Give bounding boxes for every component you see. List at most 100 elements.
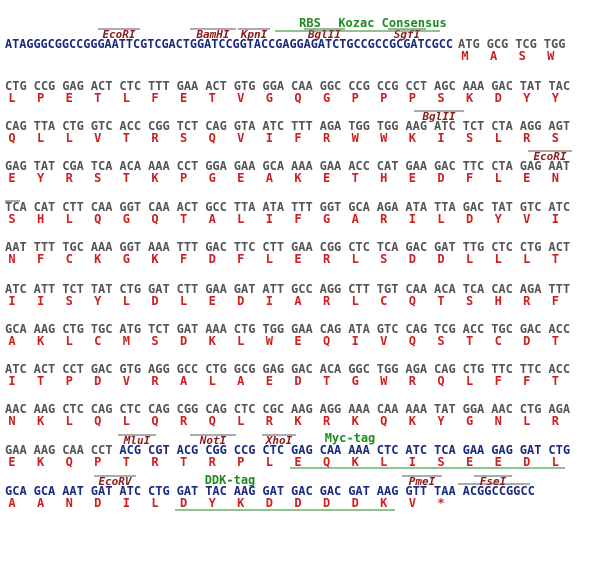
amino-acid: Q [409, 334, 416, 348]
codon: CTG [62, 119, 84, 133]
amino-acid: S [437, 455, 444, 469]
amino-acid: E [466, 455, 473, 469]
codon: AGA [405, 362, 427, 376]
amino-acid: D [495, 91, 502, 105]
amino-acid: K [409, 414, 417, 428]
amino-acid: S [519, 49, 526, 63]
codon: GAC [463, 200, 485, 214]
codon: TGG [377, 362, 399, 376]
codon: AAA [205, 322, 227, 336]
amino-acid: K [380, 496, 388, 510]
amino-acid: E [66, 91, 73, 105]
amino-acid: S [66, 294, 73, 308]
codon: GAA [177, 79, 199, 93]
amino-acid: R [552, 414, 560, 428]
codon: GGC [320, 79, 342, 93]
codon: CTC [119, 402, 141, 416]
amino-acid: D [523, 455, 530, 469]
amino-acid: F [151, 91, 158, 105]
codon: CAG [405, 322, 427, 336]
amino-acid: R [323, 131, 331, 145]
codon: GAC [434, 159, 456, 173]
amino-acid: T [352, 171, 359, 185]
amino-acid: S [380, 252, 387, 266]
codon: GAA [205, 282, 227, 296]
amino-acid: F [180, 252, 187, 266]
codon: GCG [487, 37, 509, 51]
amino-acid: L [466, 374, 473, 388]
amino-acid: Q [323, 455, 330, 469]
amino-acid: T [209, 91, 216, 105]
amino-acid: F [466, 171, 473, 185]
codon: ATC [405, 443, 427, 457]
amino-acid: S [552, 131, 559, 145]
amino-acid: L [237, 414, 244, 428]
amino-acid: L [123, 91, 130, 105]
amino-acid: D [94, 496, 101, 510]
amino-acid: L [437, 212, 444, 226]
amino-acid: P [409, 91, 416, 105]
amino-acid: S [151, 334, 158, 348]
codon: TTA [34, 119, 56, 133]
codon: GAT [262, 484, 284, 498]
amino-acid: H [380, 171, 387, 185]
amino-acid: A [8, 496, 16, 510]
codon: CGC [262, 402, 284, 416]
codon: CTG [62, 322, 84, 336]
codon: CAA [291, 79, 313, 93]
amino-acid: F [552, 294, 559, 308]
codon: ACG [119, 443, 141, 457]
codon: ATT [262, 282, 284, 296]
codon: GAT [234, 282, 256, 296]
amino-acid: L [495, 131, 502, 145]
codon: GAA [463, 443, 485, 457]
codon: GGT [320, 200, 342, 214]
codon: AAG [34, 322, 56, 336]
amino-acid: N [495, 414, 502, 428]
restriction-site: MluI [123, 434, 151, 447]
codon: TGT [377, 282, 399, 296]
amino-acid: Y [37, 171, 45, 185]
amino-acid: E [294, 252, 301, 266]
codon: CTT [62, 200, 84, 214]
amino-acid: A [8, 334, 16, 348]
amino-acid: T [552, 334, 559, 348]
codon: CTC [348, 240, 370, 254]
amino-acid: K [466, 91, 474, 105]
amino-acid: L [495, 252, 502, 266]
amino-acid: G [209, 171, 216, 185]
amino-acid: S [180, 131, 187, 145]
amino-acid: H [495, 294, 502, 308]
codon: CTT [177, 282, 199, 296]
amino-acid: Q [209, 131, 216, 145]
codon: ATT [34, 282, 56, 296]
amino-acid: D [294, 374, 301, 388]
amino-acid: I [266, 212, 273, 226]
codon: GAT [148, 282, 170, 296]
codon: CGG [205, 443, 227, 457]
amino-acid: T [123, 455, 130, 469]
codon: GAG [262, 362, 284, 376]
amino-acid: I [352, 334, 359, 348]
amino-acid: I [266, 131, 273, 145]
amino-acid: K [294, 414, 302, 428]
amino-acid: Q [380, 414, 387, 428]
codon: AGA [548, 402, 570, 416]
codon: TCA [463, 282, 485, 296]
amino-acid: L [66, 212, 73, 226]
amino-acid: P [237, 455, 244, 469]
amino-acid: K [151, 252, 159, 266]
amino-acid: K [352, 414, 360, 428]
amino-acid: D [409, 252, 416, 266]
codon: ACC [463, 322, 485, 336]
restriction-site: EcoRI [533, 150, 566, 163]
amino-acid: Q [151, 414, 158, 428]
amino-acid: T [552, 374, 559, 388]
codon: CTG [548, 443, 570, 457]
amino-acid: T [323, 374, 330, 388]
amino-acid: Y [495, 212, 503, 226]
codon: TAT [34, 159, 56, 173]
amino-acid: K [352, 455, 360, 469]
restriction-site: EcoRV [98, 475, 132, 488]
amino-acid: L [123, 294, 130, 308]
